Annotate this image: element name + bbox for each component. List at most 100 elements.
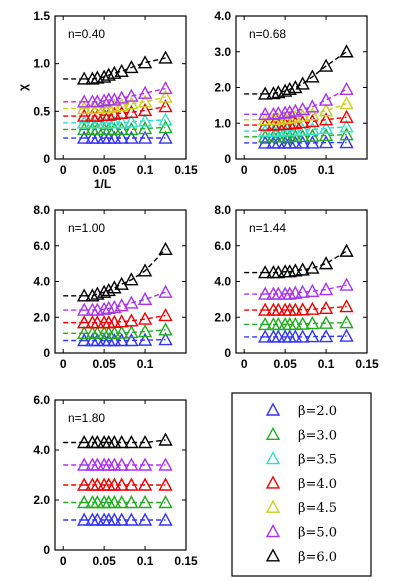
panel-label: n=1.00 [68,221,105,235]
data-point [318,315,334,329]
data-point [107,121,122,136]
data-point [107,435,122,449]
y-tick-label: 1.0 [214,116,231,130]
data-point [158,284,173,298]
data-point [124,104,139,118]
series [63,120,173,136]
data-point [339,299,354,313]
data-point [339,135,354,149]
data-point [339,44,354,58]
data-point [158,512,173,526]
data-point [101,67,116,81]
data-point [282,264,297,278]
legend-label: β=2.0 [298,404,337,419]
series [63,80,173,108]
legend-frame [231,392,372,577]
data-point [158,112,173,126]
series [244,315,354,331]
data-point [288,135,303,149]
data-point [339,119,354,133]
x-tick-label: 0.1 [318,163,335,177]
y-tick-label: 6.0 [33,239,50,253]
data-point [124,295,139,309]
data-point [339,315,354,329]
x-tick-label: 0.05 [92,554,116,568]
data-point [137,311,153,325]
data-point [101,300,116,315]
data-point [124,477,139,491]
data-point [318,58,334,72]
data-point [277,83,293,97]
data-point [266,86,281,100]
data-point [305,107,320,121]
data-point [318,329,334,343]
legend-marker [265,426,281,440]
x-tick-label: 0 [60,357,67,371]
legend-marker [265,475,281,489]
data-point [114,130,129,144]
data-point [295,122,310,136]
x-tick-label: 0.05 [92,163,116,177]
legend-label: β=4.5 [298,501,337,516]
data-point [158,495,173,509]
series [63,477,173,491]
legend-entry: β=6.0 [265,548,337,565]
data-point [318,103,334,117]
data-point [107,495,122,509]
data-point [76,121,92,136]
panel-label: n=0.68 [249,27,286,41]
legend-marker [265,451,281,465]
data-point [266,106,281,121]
data-point [339,243,354,257]
legend-marker [265,548,281,562]
data-point [114,276,129,290]
data-point [76,71,92,85]
series [63,322,173,340]
panel-label: n=1.80 [68,411,105,425]
legend-entry: β=4.0 [265,475,337,492]
series-line [84,87,166,103]
y-tick-label: 4.0 [33,275,50,289]
legend-marker [265,499,281,513]
data-point [107,457,122,471]
data-point [114,298,129,312]
data-point [76,101,92,115]
data-point [158,241,173,256]
data-point [305,121,320,136]
data-point [114,121,129,136]
data-point [137,263,153,277]
data-point [107,512,122,526]
data-point [137,332,153,346]
data-point [288,285,303,299]
data-point [124,88,139,102]
legend-entry: β=4.5 [265,499,337,516]
y-tick-label: 3.0 [214,45,231,59]
x-tick-label: 0 [241,357,248,371]
y-tick-label: 2.0 [33,310,50,324]
data-point [158,322,173,336]
data-point [101,107,116,121]
data-point [76,315,92,329]
y-tick-label: 0 [224,152,231,166]
data-point [158,99,173,113]
y-tick-label: 2.0 [214,81,231,95]
x-tick-label: 0.15 [355,357,379,371]
y-tick-label: 0 [224,346,231,360]
y-tick-label: 2.0 [214,310,231,324]
data-point [339,277,354,291]
series [244,81,354,121]
data-point [124,313,139,327]
x-axis-label: 1/L [94,177,111,191]
series [63,495,173,509]
data-point [305,69,320,83]
data-point [277,105,293,119]
data-point [158,477,173,491]
data-point [124,333,139,347]
data-point [257,286,273,300]
data-point [114,457,129,471]
data-point [137,435,153,449]
data-point [295,316,310,330]
data-point [295,101,310,116]
data-point [339,328,354,342]
